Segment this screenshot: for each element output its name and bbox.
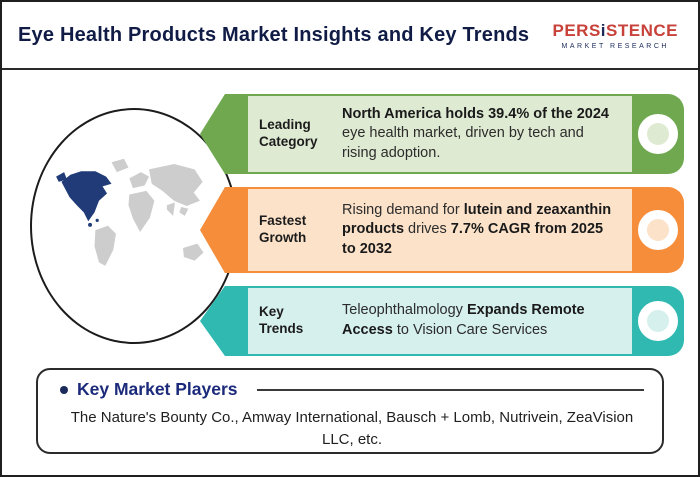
row-label: Fastest Growth xyxy=(259,213,307,245)
divider-line xyxy=(256,388,644,391)
brand-logo: PERSiSTENCE MARKET RESEARCH xyxy=(547,17,685,54)
row-end-cap xyxy=(632,187,684,273)
key-market-players-box: Key Market Players The Nature's Bounty C… xyxy=(36,368,664,454)
brand-logo-name: PERSiSTENCE xyxy=(552,20,678,40)
row-content: Teleophthalmology Expands Remote Access … xyxy=(342,302,585,338)
page-title: Eye Health Products Market Insights and … xyxy=(18,23,530,46)
row-end-cap xyxy=(632,286,684,356)
insight-row-key-trends: Key Trends Teleophthalmology Expands Rem… xyxy=(200,286,684,356)
arrow-left-icon xyxy=(200,286,248,356)
world-map-icon xyxy=(56,158,204,267)
ring-icon xyxy=(638,301,678,341)
ring-icon xyxy=(638,210,678,250)
insight-rows: Leading Category North America holds 39.… xyxy=(200,94,684,356)
insight-row-leading-category: Leading Category North America holds 39.… xyxy=(200,94,684,174)
row-body: Leading Category North America holds 39.… xyxy=(246,94,634,174)
key-market-players-title: Key Market Players xyxy=(77,379,238,399)
key-market-players-names: The Nature's Bounty Co., Amway Internati… xyxy=(70,409,634,448)
brand-logo-subtitle: MARKET RESEARCH xyxy=(561,42,669,50)
row-label: Key Trends xyxy=(259,304,304,336)
row-content: Rising demand for lutein and zeaxanthin … xyxy=(342,201,612,257)
ring-icon xyxy=(638,114,678,154)
key-market-players-header: Key Market Players xyxy=(60,379,644,400)
row-body: Fastest Growth Rising demand for lutein … xyxy=(246,187,634,273)
bullet-dot-icon xyxy=(60,385,68,394)
row-body: Key Trends Teleophthalmology Expands Rem… xyxy=(246,286,634,356)
header: Eye Health Products Market Insights and … xyxy=(2,2,698,70)
row-label: Leading Category xyxy=(259,117,318,149)
row-content: North America holds 39.4% of the 2024 ey… xyxy=(342,105,609,161)
insight-row-fastest-growth: Fastest Growth Rising demand for lutein … xyxy=(200,187,684,273)
row-end-cap xyxy=(632,94,684,174)
arrow-left-icon xyxy=(200,187,248,273)
arrow-left-icon xyxy=(200,94,248,174)
